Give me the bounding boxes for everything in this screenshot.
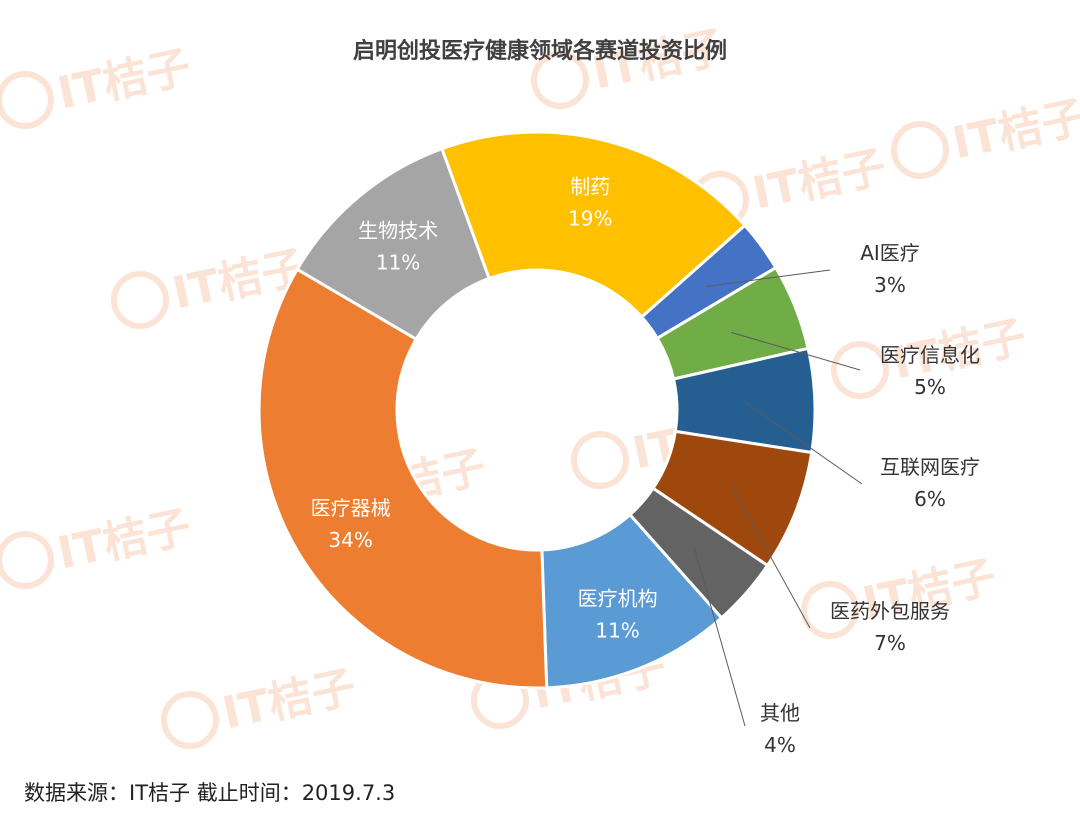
watermark-orange-icon: [161, 691, 219, 749]
leader-medical-it: [730, 331, 861, 371]
label-medical-institutions: 医疗机构: [578, 586, 658, 610]
watermark-text: IT桔子: [948, 92, 1080, 170]
watermark-orange-icon: [801, 581, 859, 639]
leader-lines: [693, 269, 863, 727]
leader-internet-medical: [745, 402, 863, 485]
pct-internet-medical: 6%: [914, 487, 946, 511]
source-footer: 数据来源：IT桔子 截止时间：2019.7.3: [24, 781, 395, 805]
label-biotech: 生物技术: [358, 218, 438, 242]
pct-ai-medical: 3%: [874, 273, 906, 297]
slice-labels: 制药 19% AI医疗 3% 医疗信息化 5% 互联网医疗 6% 医药外包服务 7% 其他 4% 医疗机…: [311, 175, 980, 757]
leader-other: [693, 547, 746, 727]
watermark-mark: IT桔子: [0, 502, 195, 589]
pct-biotech: 11%: [376, 250, 420, 274]
watermark-orange-icon: [531, 51, 589, 109]
label-internet-medical: 互联网医疗: [880, 455, 980, 479]
slice-medical-devices: [257, 267, 549, 690]
watermark-mark: IT桔子: [0, 42, 195, 129]
pct-medical-institutions: 11%: [595, 618, 639, 642]
label-medical-it: 医疗信息化: [880, 343, 980, 367]
chart-title: 启明创投医疗健康领域各赛道投资比例: [353, 38, 727, 64]
label-medical-devices: 医疗器械: [311, 496, 391, 520]
pct-medical-devices: 34%: [328, 528, 372, 552]
watermark-orange-icon: [0, 531, 54, 589]
leader-ai-medical: [705, 269, 831, 288]
label-pharma: 制药: [570, 175, 610, 199]
watermark-text: IT桔子: [53, 502, 195, 580]
label-pharma-outsourcing: 医药外包服务: [830, 599, 950, 623]
slice-biotech: [295, 146, 492, 342]
watermark-mark: IT桔子: [891, 92, 1080, 179]
watermark-orange-icon: [0, 71, 54, 129]
watermark-mark: IT桔子: [161, 662, 360, 749]
watermark-orange-icon: [111, 271, 169, 329]
pct-other: 4%: [764, 733, 796, 757]
pct-pharma-outsourcing: 7%: [874, 631, 906, 655]
label-ai-medical: AI医疗: [860, 241, 920, 265]
watermark-text: IT桔子: [218, 662, 360, 740]
watermark-orange-icon: [571, 431, 629, 489]
watermark-text: IT桔子: [748, 142, 890, 220]
watermark-orange-icon: [891, 121, 949, 179]
pct-medical-it: 5%: [914, 375, 946, 399]
leader-pharma-outsourcing: [731, 486, 811, 629]
watermark-orange-icon: [831, 341, 889, 399]
watermark-mark: IT桔子: [801, 552, 1000, 639]
pct-pharma: 19%: [568, 207, 612, 231]
donut-slices: [257, 130, 817, 690]
slice-pharma: [439, 130, 748, 320]
label-other: 其他: [760, 701, 800, 725]
watermark-text: IT桔子: [53, 42, 195, 120]
watermark-mark: IT桔子: [531, 22, 730, 109]
